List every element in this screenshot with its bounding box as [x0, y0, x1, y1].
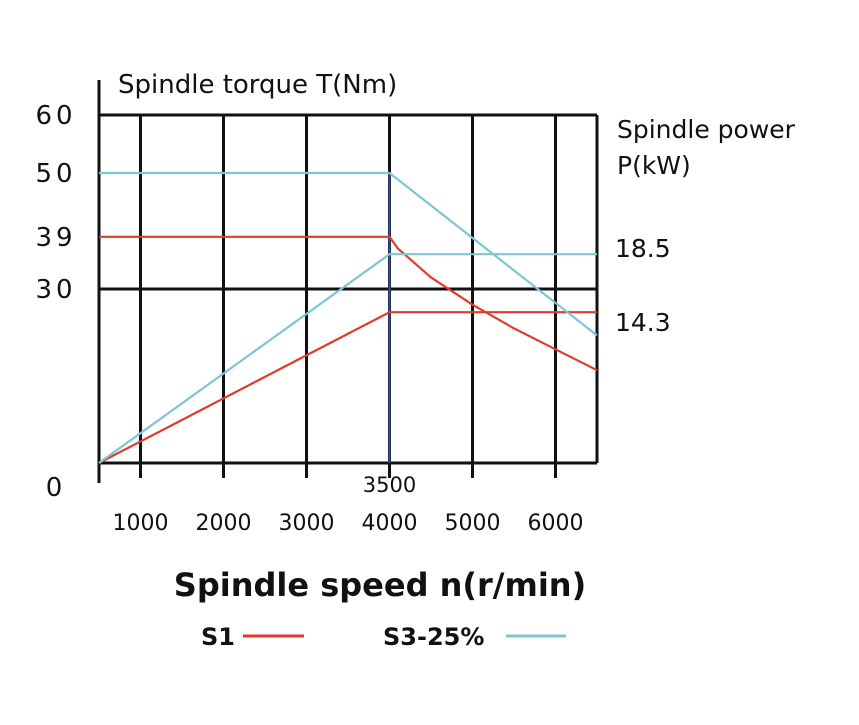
- y-left-tick-label: 60: [35, 101, 76, 131]
- y-right-tick-label: 18.5: [615, 234, 671, 263]
- right-axis-title-line1: Spindle power: [617, 115, 796, 144]
- speed-marker-label: 3500: [363, 473, 416, 497]
- series-line-s1-torque: [98, 311, 597, 464]
- left-axis-title: Spindle torque T(Nm): [118, 70, 397, 100]
- series-line-s3-25-power: [99, 171, 598, 337]
- series-line-s1-power: [99, 235, 598, 372]
- series-line-s3-25-torque: [98, 253, 597, 464]
- legend-label-s3: S3-25%: [383, 623, 484, 651]
- x-axis-title: Spindle speed n(r/min): [174, 566, 586, 604]
- left-axis-tick-labels: 0 30 39 50 60: [35, 101, 76, 503]
- series-lines: [98, 171, 598, 464]
- y-left-tick-label: 50: [35, 159, 76, 189]
- y-right-tick-label: 14.3: [615, 308, 671, 337]
- right-axis-title-line2: P(kW): [617, 151, 691, 180]
- legend-label-s1: S1: [201, 623, 235, 651]
- x-tick-label: 3000: [279, 511, 335, 536]
- x-tick-label: 1000: [113, 511, 169, 536]
- y-left-tick-label: 0: [46, 473, 67, 503]
- x-axis-tick-labels: 1000 2000 3000 4000 5000 6000: [113, 511, 584, 536]
- y-left-tick-label: 39: [35, 223, 76, 253]
- x-tick-label: 5000: [445, 511, 501, 536]
- vertical-gridlines: [139, 115, 557, 478]
- right-axis-tick-labels: 18.5 14.3: [615, 234, 671, 337]
- x-tick-label: 4000: [362, 511, 418, 536]
- x-tick-label: 6000: [528, 511, 584, 536]
- speed-marker: 3500: [363, 173, 416, 497]
- x-tick-label: 2000: [196, 511, 252, 536]
- y-left-tick-label: 30: [35, 275, 76, 305]
